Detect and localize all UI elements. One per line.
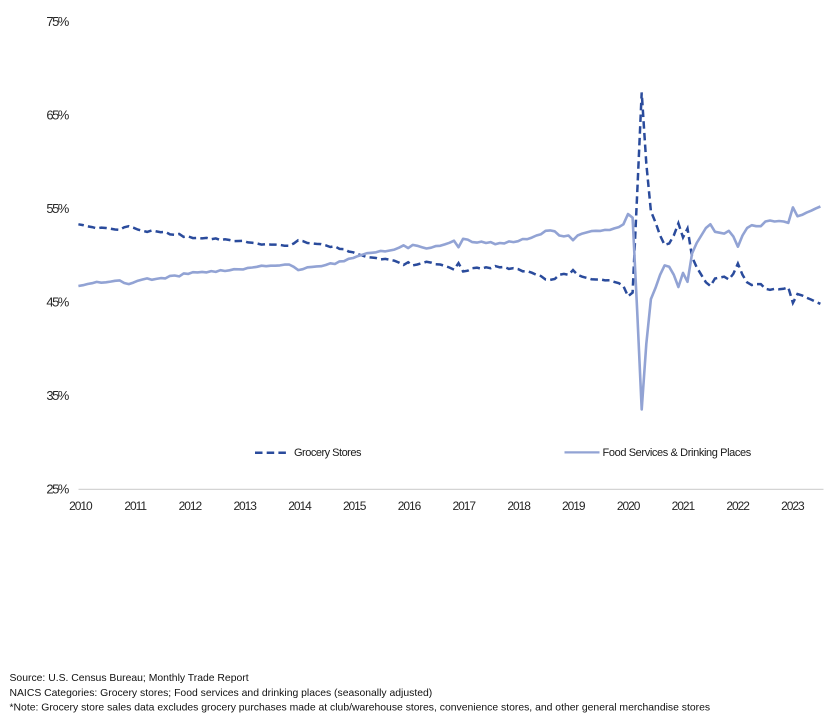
svg-text:Grocery Stores: Grocery Stores (294, 447, 362, 459)
svg-text:65%: 65% (46, 108, 69, 123)
svg-text:2017: 2017 (453, 499, 477, 513)
svg-text:NAICS Categories: Grocery stor: NAICS Categories: Grocery stores; Food s… (10, 688, 433, 699)
svg-text:2010: 2010 (69, 499, 93, 513)
svg-text:*Note: Grocery store sales dat: *Note: Grocery store sales data excludes… (10, 702, 711, 713)
svg-text:2016: 2016 (398, 499, 422, 513)
svg-text:35%: 35% (46, 388, 69, 403)
svg-text:2022: 2022 (726, 499, 750, 513)
svg-text:55%: 55% (46, 201, 69, 216)
svg-text:2020: 2020 (617, 499, 641, 513)
svg-text:2023: 2023 (781, 499, 805, 513)
svg-text:Food Services & Drinking Place: Food Services & Drinking Places (603, 447, 752, 459)
svg-text:2018: 2018 (507, 499, 531, 513)
svg-text:45%: 45% (46, 295, 69, 310)
svg-text:2014: 2014 (288, 499, 312, 513)
svg-text:2013: 2013 (233, 499, 257, 513)
svg-text:Source: U.S. Census Bureau; Mo: Source: U.S. Census Bureau; Monthly Trad… (10, 673, 249, 684)
svg-text:2019: 2019 (562, 499, 586, 513)
svg-text:2011: 2011 (124, 499, 147, 513)
svg-text:2015: 2015 (343, 499, 367, 513)
svg-text:25%: 25% (46, 482, 69, 497)
svg-text:2021: 2021 (672, 499, 696, 513)
svg-text:2012: 2012 (179, 499, 203, 513)
svg-text:75%: 75% (46, 14, 69, 29)
